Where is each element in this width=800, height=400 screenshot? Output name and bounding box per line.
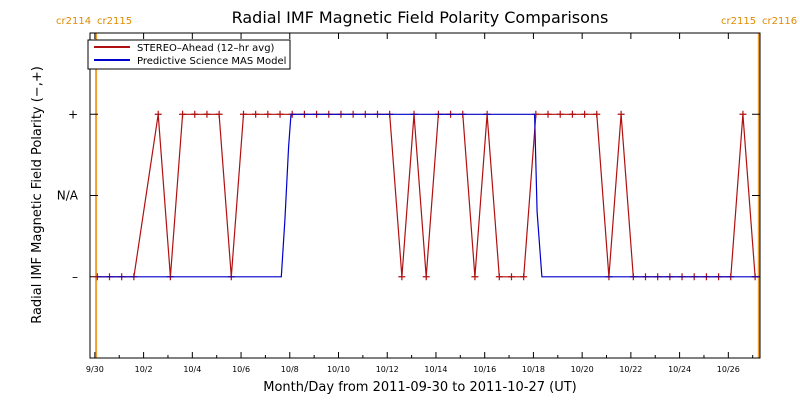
legend: STEREO–Ahead (12–hr avg) Predictive Scie…: [87, 39, 291, 70]
legend-label-model: Predictive Science MAS Model: [137, 56, 286, 67]
series-line-0: [97, 113, 756, 278]
data-point: [581, 110, 589, 118]
data-point: [739, 110, 747, 118]
x-tick-label-13: 10/26: [717, 365, 740, 374]
cr-label-right-next: cr2116: [762, 16, 797, 27]
series-line-1: [97, 113, 759, 278]
y-tick-label-2: –: [72, 270, 78, 284]
x-tick-label-2: 10/4: [183, 365, 201, 374]
y-tick-label-1: N/A: [57, 189, 79, 203]
x-tick-label-4: 10/8: [281, 365, 299, 374]
data-point: [398, 273, 406, 281]
data-point: [191, 110, 199, 118]
data-point: [544, 110, 552, 118]
data-point: [215, 110, 223, 118]
plot-marks: 9/30 10/2 10/4 10/6 10/8 10/10 10/12 10/14 10/16…: [57, 33, 760, 374]
x-tick-label-5: 10/10: [327, 365, 350, 374]
x-tick-label-0: 9/30: [86, 365, 104, 374]
data-point: [239, 110, 247, 118]
x-tick-label-11: 10/22: [619, 365, 642, 374]
legend-label-stereo: STEREO–Ahead (12–hr avg): [137, 43, 275, 54]
data-point: [617, 110, 625, 118]
x-axis-label: Month/Day from 2011-09-30 to 2011-10-27 …: [263, 380, 576, 395]
data-point: [556, 110, 564, 118]
cr-label-left: cr2114: [56, 16, 91, 27]
cr-label-left-next: cr2115: [97, 16, 132, 27]
chart-title: Radial IMF Magnetic Field Polarity Compa…: [232, 8, 609, 27]
x-tick-label-7: 10/14: [424, 365, 447, 374]
cr-label-right: cr2115: [721, 16, 756, 27]
data-point: [471, 273, 479, 281]
data-point: [203, 110, 211, 118]
data-point: [154, 110, 162, 118]
data-point: [179, 110, 187, 118]
x-tick-label-8: 10/16: [473, 365, 496, 374]
plot-frame: [89, 32, 761, 359]
data-point: [264, 110, 272, 118]
data-point: [568, 110, 576, 118]
legend-box: [87, 39, 291, 70]
x-tick-label-1: 10/2: [135, 365, 153, 374]
x-tick-label-6: 10/12: [376, 365, 399, 374]
data-point: [495, 273, 503, 281]
data-point: [276, 110, 284, 118]
y-tick-label-0: +: [68, 107, 78, 121]
data-point: [507, 273, 515, 281]
data-point: [593, 110, 601, 118]
x-tick-label-12: 10/24: [668, 365, 691, 374]
x-tick-label-9: 10/18: [522, 365, 545, 374]
x-tick-label-3: 10/6: [232, 365, 250, 374]
data-point: [520, 273, 528, 281]
data-point: [422, 273, 430, 281]
data-point: [252, 110, 260, 118]
y-axis-label: Radial IMF Magnetic Field Polarity (−,+): [30, 66, 45, 324]
x-tick-label-10: 10/20: [571, 365, 594, 374]
